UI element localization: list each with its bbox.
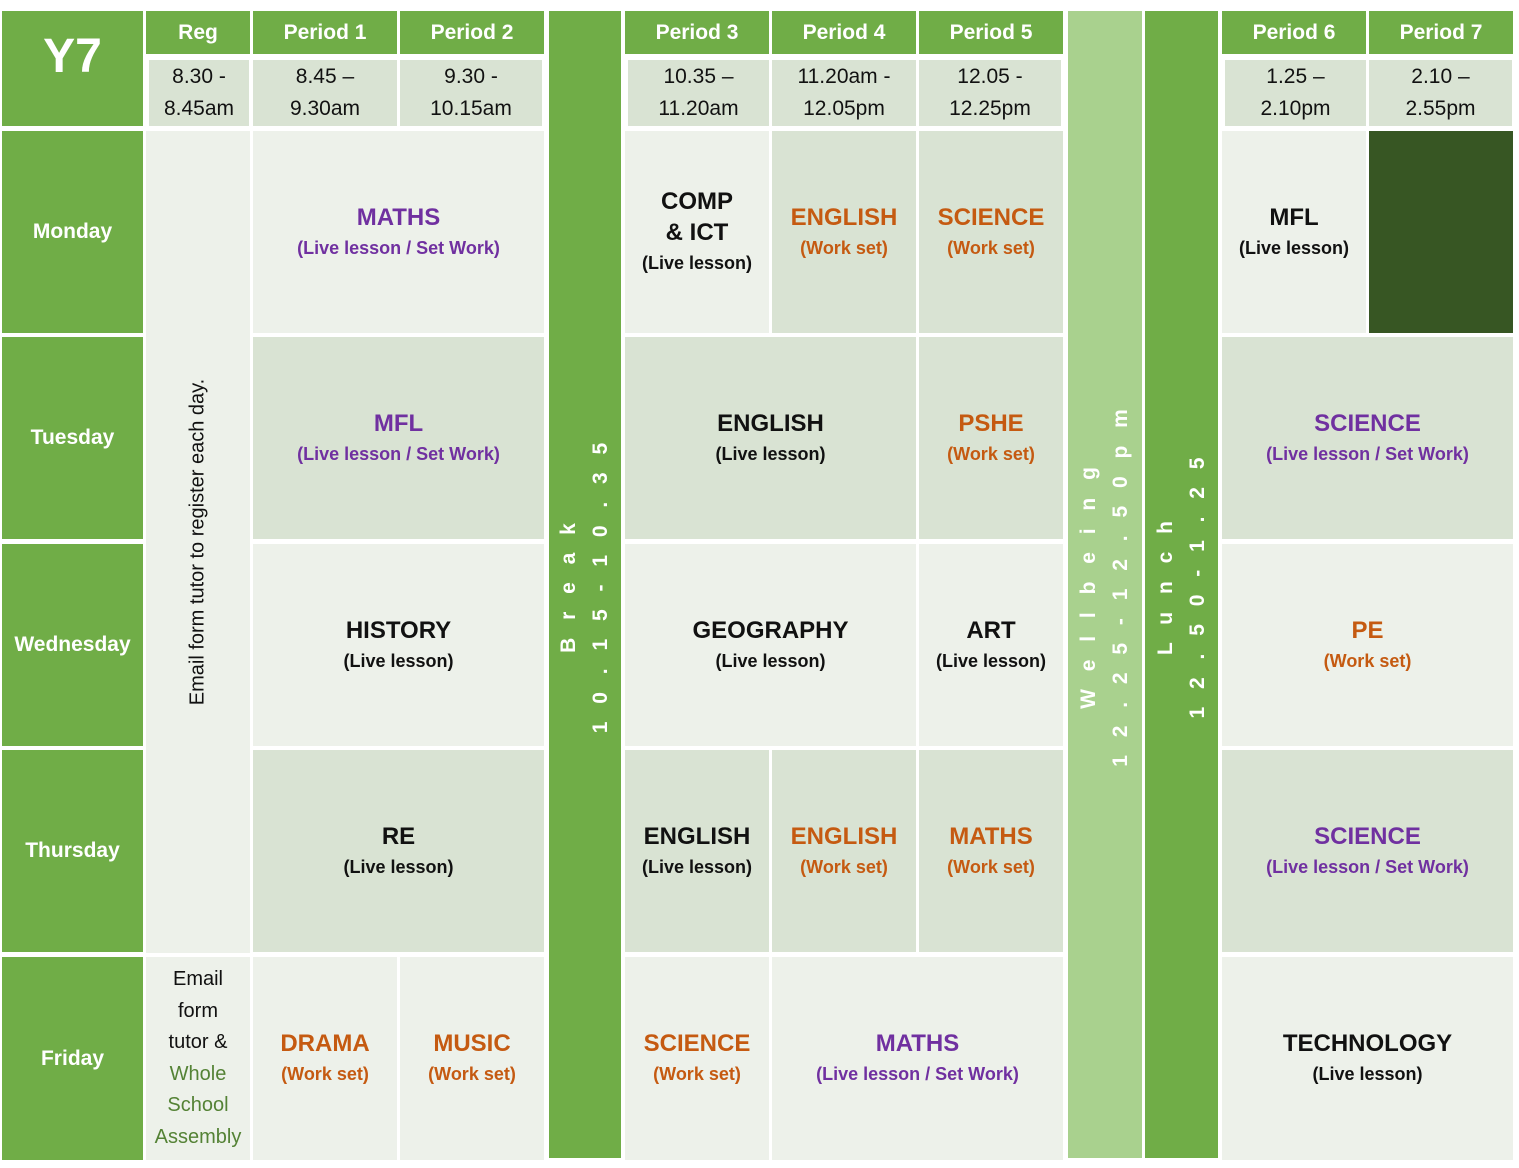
lesson-mon-p3: COMP & ICT (Live lesson) [625, 131, 769, 333]
day-tuesday: Tuesday [2, 337, 143, 539]
header-period-6: Period 6 [1222, 11, 1366, 54]
time-period-5: 12.05 -12.25pm [919, 60, 1061, 126]
lunch-band: L u n c h 1 2 . 5 0 - 1 . 2 5 [1145, 11, 1218, 1158]
time-period-4: 11.20am -12.05pm [772, 60, 916, 126]
friday-reg-cell: Email form tutor & Whole School Assembly [146, 957, 250, 1160]
lesson-tue-p1-2: MFL (Live lesson / Set Work) [253, 337, 544, 539]
header-period-4: Period 4 [772, 11, 916, 54]
day-friday: Friday [2, 957, 143, 1160]
lesson-mon-p4: ENGLISH (Work set) [772, 131, 916, 333]
lesson-fri-p6-7: TECHNOLOGY (Live lesson) [1222, 957, 1513, 1160]
lesson-mon-p1-2: MATHS (Live lesson / Set Work) [253, 131, 544, 333]
day-thursday: Thursday [2, 750, 143, 952]
header-period-7: Period 7 [1369, 11, 1513, 54]
break-label: B r e a k 1 0 . 1 5 - 1 0 . 3 5 [553, 436, 617, 732]
reg-note: Email form tutor to register each day. [187, 379, 210, 705]
lesson-wed-p5: ART (Live lesson) [919, 544, 1063, 746]
lesson-fri-p1: DRAMA (Work set) [253, 957, 397, 1160]
wellbeing-band: W e l l b e i n g 1 2 . 2 5 - 1 2 . 5 0 … [1068, 11, 1142, 1158]
reg-note-cell: Email form tutor to register each day. [146, 131, 250, 953]
lesson-fri-p3: SCIENCE (Work set) [625, 957, 769, 1160]
day-wednesday: Wednesday [2, 544, 143, 746]
lesson-thu-p5: MATHS (Work set) [919, 750, 1063, 952]
lesson-wed-p1-2: HISTORY (Live lesson) [253, 544, 544, 746]
time-period-7: 2.10 –2.55pm [1369, 60, 1512, 126]
lesson-tue-p6-7: SCIENCE (Live lesson / Set Work) [1222, 337, 1513, 539]
time-period-2: 9.30 -10.15am [400, 60, 542, 126]
lesson-mon-p6: MFL (Live lesson) [1222, 131, 1366, 333]
day-monday: Monday [2, 131, 143, 333]
lesson-fri-p4-5: MATHS (Live lesson / Set Work) [772, 957, 1063, 1160]
header-period-3: Period 3 [625, 11, 769, 54]
lesson-mon-p5: SCIENCE (Work set) [919, 131, 1063, 333]
lesson-thu-p1-2: RE (Live lesson) [253, 750, 544, 952]
lesson-tue-p3-4: ENGLISH (Live lesson) [625, 337, 916, 539]
time-period-3: 10.35 –11.20am [628, 60, 769, 126]
year-label: Y7 [2, 11, 143, 126]
break-band: B r e a k 1 0 . 1 5 - 1 0 . 3 5 [549, 11, 621, 1158]
empty-mon-p7 [1369, 131, 1513, 333]
lesson-fri-p2: MUSIC (Work set) [400, 957, 544, 1160]
lesson-wed-p3-4: GEOGRAPHY (Live lesson) [625, 544, 916, 746]
lesson-thu-p6-7: SCIENCE (Live lesson / Set Work) [1222, 750, 1513, 952]
header-period-1: Period 1 [253, 11, 397, 54]
header-period-2: Period 2 [400, 11, 544, 54]
lesson-wed-p6-7: PE (Work set) [1222, 544, 1513, 746]
wellbeing-label: W e l l b e i n g 1 2 . 2 5 - 1 2 . 5 0 … [1073, 403, 1137, 767]
lesson-thu-p4: ENGLISH (Work set) [772, 750, 916, 952]
lunch-label: L u n c h 1 2 . 5 0 - 1 . 2 5 [1150, 451, 1214, 718]
time-reg: 8.30 -8.45am [149, 60, 249, 126]
time-period-1: 8.45 –9.30am [253, 60, 397, 126]
header-period-5: Period 5 [919, 11, 1063, 54]
time-period-6: 1.25 –2.10pm [1225, 60, 1366, 126]
lesson-thu-p3: ENGLISH (Live lesson) [625, 750, 769, 952]
header-reg: Reg [146, 11, 250, 54]
lesson-tue-p5: PSHE (Work set) [919, 337, 1063, 539]
